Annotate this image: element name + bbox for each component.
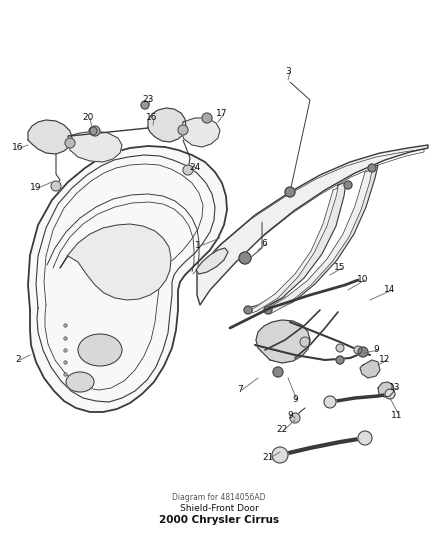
Text: 9: 9: [287, 410, 293, 419]
Text: 6: 6: [261, 239, 267, 248]
Text: 17: 17: [216, 109, 228, 118]
Polygon shape: [360, 360, 380, 378]
Text: 9: 9: [292, 395, 298, 405]
Circle shape: [264, 306, 272, 314]
Circle shape: [183, 165, 193, 175]
Circle shape: [89, 127, 97, 135]
Text: 22: 22: [276, 425, 288, 434]
Polygon shape: [197, 145, 428, 305]
Circle shape: [300, 337, 310, 347]
Text: 7: 7: [237, 385, 243, 394]
Ellipse shape: [78, 334, 122, 366]
Text: 1: 1: [195, 241, 201, 251]
Circle shape: [344, 181, 352, 189]
Text: 13: 13: [389, 384, 401, 392]
Circle shape: [285, 187, 295, 197]
Circle shape: [141, 101, 149, 109]
Circle shape: [202, 113, 212, 123]
Text: 23: 23: [142, 95, 154, 104]
Text: 10: 10: [357, 276, 369, 285]
Polygon shape: [267, 170, 372, 314]
Polygon shape: [196, 248, 228, 274]
Circle shape: [336, 344, 344, 352]
Circle shape: [354, 346, 362, 354]
Polygon shape: [60, 224, 171, 300]
Text: 21: 21: [262, 454, 274, 463]
Circle shape: [336, 356, 344, 364]
Text: 12: 12: [379, 356, 391, 365]
Text: 11: 11: [391, 410, 403, 419]
Polygon shape: [268, 165, 378, 312]
Text: Diagram for 4814056AD: Diagram for 4814056AD: [172, 493, 266, 502]
Polygon shape: [378, 382, 394, 397]
Text: 16: 16: [146, 114, 158, 123]
Polygon shape: [28, 146, 227, 412]
Text: 15: 15: [334, 263, 346, 272]
Circle shape: [368, 164, 376, 172]
Polygon shape: [256, 320, 310, 363]
Polygon shape: [148, 108, 186, 142]
Text: 9: 9: [373, 345, 379, 354]
Circle shape: [290, 413, 300, 423]
Circle shape: [358, 347, 368, 357]
Circle shape: [178, 125, 188, 135]
Text: 2000 Chrysler Cirrus: 2000 Chrysler Cirrus: [159, 515, 279, 525]
Circle shape: [324, 396, 336, 408]
Circle shape: [244, 306, 252, 314]
Circle shape: [385, 389, 395, 399]
Circle shape: [358, 431, 372, 445]
Polygon shape: [252, 188, 338, 313]
Circle shape: [239, 252, 251, 264]
Circle shape: [90, 126, 100, 136]
Text: 3: 3: [285, 68, 291, 77]
Text: 19: 19: [30, 183, 42, 192]
Ellipse shape: [66, 372, 94, 392]
Polygon shape: [28, 120, 72, 154]
Polygon shape: [68, 131, 122, 162]
Circle shape: [273, 367, 283, 377]
Text: 14: 14: [384, 286, 396, 295]
Polygon shape: [247, 182, 346, 312]
Text: Shield-Front Door: Shield-Front Door: [180, 504, 258, 513]
Polygon shape: [181, 118, 220, 147]
Text: 20: 20: [82, 114, 94, 123]
Circle shape: [272, 447, 288, 463]
Circle shape: [51, 181, 61, 191]
Text: 16: 16: [12, 143, 24, 152]
Text: 24: 24: [189, 164, 201, 173]
Text: 2: 2: [15, 356, 21, 365]
Circle shape: [65, 138, 75, 148]
